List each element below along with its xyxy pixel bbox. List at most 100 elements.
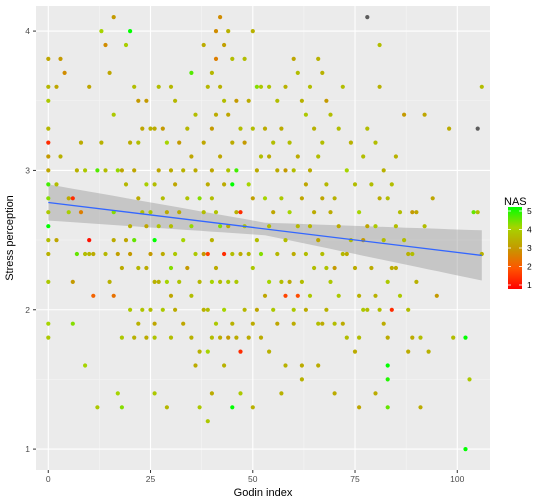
data-point [267,154,272,159]
data-point [267,224,272,229]
data-point [283,238,288,243]
data-point [397,210,403,215]
data-point [46,154,51,159]
data-point [83,363,88,368]
data-point [365,126,370,131]
data-point [185,196,190,201]
data-point [168,293,174,298]
data-point [148,251,153,257]
data-point [357,405,362,410]
data-point [46,126,51,131]
data-point [320,251,325,257]
data-point [262,126,268,131]
data-point [234,335,239,340]
data-point [74,168,79,173]
data-point [414,210,419,215]
legend-label: 5 [527,206,532,216]
data-point [299,377,304,382]
data-point [373,293,378,298]
data-point [140,126,145,131]
data-point [107,70,112,75]
data-point [128,307,133,312]
data-point [312,265,317,271]
data-point [152,391,157,396]
data-point [136,98,141,103]
data-point [160,126,165,131]
data-point [267,84,272,89]
data-point [250,196,255,201]
data-point [320,70,325,75]
data-point [189,335,194,340]
data-point [197,405,202,410]
data-point [340,321,345,326]
x-axis-title: Godin index [234,487,293,499]
data-point [209,126,214,131]
data-point [209,196,214,201]
data-point [352,265,358,271]
data-point [385,377,390,382]
data-point [66,210,71,215]
data-point [258,154,264,159]
data-point [475,210,480,215]
data-point [410,251,415,257]
data-point [103,168,108,173]
data-point [189,224,194,229]
data-point [271,307,276,312]
data-point [46,98,51,103]
data-point [295,293,300,298]
legend-label: 4 [527,225,532,235]
data-point [381,238,386,243]
data-point [177,279,182,284]
data-point [307,84,313,89]
data-point [111,238,116,243]
data-point [70,196,75,201]
data-point [303,182,308,187]
data-point [406,307,411,312]
data-point [209,168,214,173]
data-point [328,112,333,117]
data-point [234,98,239,103]
data-point [320,196,325,201]
data-point [340,84,345,89]
data-point [213,265,219,271]
data-point [406,349,411,354]
data-point [352,182,358,187]
data-point [226,29,231,34]
data-point [193,363,198,368]
data-point [242,56,247,62]
y-axis-title: Stress perception [4,195,16,281]
data-point [238,251,243,257]
data-point [148,307,153,312]
legend-label: 1 [527,280,532,290]
legend-colorbar [508,207,522,289]
data-point [46,210,51,215]
data-point [324,182,329,187]
legend-label: 3 [527,243,532,253]
data-point [361,154,366,159]
data-point [279,391,284,396]
data-point [185,265,190,271]
data-point [385,279,390,284]
data-point [250,405,255,410]
data-point [275,321,280,326]
data-point [393,154,398,159]
data-point [205,419,210,424]
data-point [230,251,235,257]
data-point [295,154,300,159]
data-point [402,112,407,117]
data-point [463,335,468,340]
data-point [271,210,276,215]
data-point [238,126,243,131]
data-point [87,238,92,243]
data-point [430,196,435,201]
data-point [254,238,259,243]
data-point [218,279,223,284]
data-point [254,307,259,312]
data-point [271,140,276,145]
data-point [418,335,423,340]
data-point [123,42,129,48]
data-point [201,210,206,215]
data-point [222,98,227,103]
legend-label: 2 [527,262,532,272]
data-point [136,196,141,201]
